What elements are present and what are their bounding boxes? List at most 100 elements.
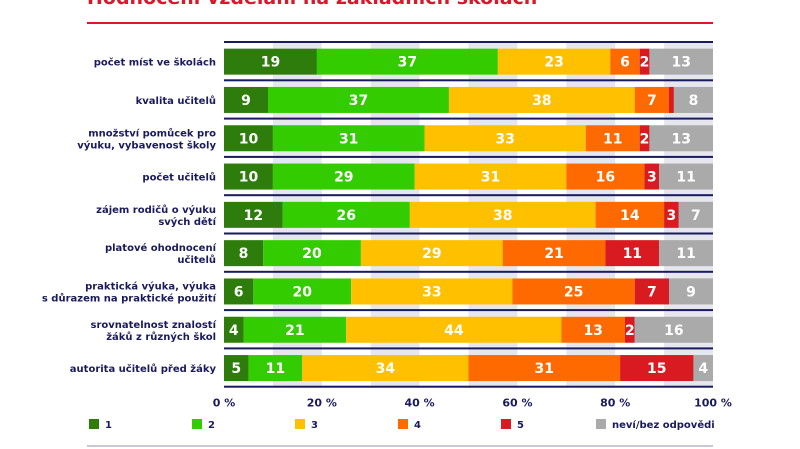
- bar-segment: [253, 278, 352, 305]
- legend-swatch: [596, 419, 606, 429]
- x-tick-label: 40 %: [405, 397, 435, 410]
- category-label: počet učitelů: [142, 171, 216, 184]
- bar-segment: [649, 48, 713, 75]
- data-label: 9: [241, 93, 251, 109]
- bar-segment: [585, 125, 640, 152]
- row-separator: [224, 117, 713, 120]
- bar-segment: [248, 355, 303, 382]
- data-label: 8: [689, 93, 699, 109]
- data-label: 9: [686, 284, 696, 300]
- data-label: 7: [691, 208, 701, 224]
- data-label: 2: [625, 323, 635, 339]
- data-label: 14: [620, 208, 640, 224]
- bar-segment: [668, 86, 674, 113]
- row-separator: [224, 155, 713, 158]
- bar-segment: [224, 316, 244, 343]
- legend-swatch: [501, 419, 511, 429]
- category-label: s důrazem na praktické použití: [42, 291, 217, 304]
- bar-segment: [678, 201, 713, 228]
- data-label: 19: [261, 55, 280, 71]
- bar-segment: [224, 240, 264, 267]
- data-label: 11: [676, 246, 695, 262]
- bar-segment: [566, 163, 645, 190]
- data-label: 29: [334, 170, 353, 186]
- bar-segment: [360, 240, 503, 267]
- row-separator: [224, 194, 713, 197]
- data-label: 44: [444, 323, 464, 339]
- bar-segment: [561, 316, 625, 343]
- data-label: 16: [664, 323, 683, 339]
- bar-segment: [224, 48, 317, 75]
- category-label: srovnatelnost znalostí: [91, 319, 217, 331]
- data-label: 38: [532, 93, 551, 109]
- data-label: 13: [583, 323, 602, 339]
- data-label: 26: [337, 208, 356, 224]
- chart-title: Hodnocení vzdělání na základních školách: [87, 0, 537, 9]
- row-separator: [224, 309, 713, 312]
- data-label: 20: [302, 246, 322, 262]
- category-label: autorita učitelů před žáky: [70, 362, 217, 375]
- row-separator: [224, 347, 713, 350]
- data-label: 2: [640, 131, 650, 147]
- data-label: 33: [495, 131, 514, 147]
- category-label: množství pomůcek pro: [88, 126, 216, 139]
- data-label: 25: [564, 284, 583, 300]
- x-tick-label: 80 %: [600, 397, 630, 410]
- bar-segment: [634, 86, 669, 113]
- legend-label: 4: [414, 420, 421, 431]
- bar-segment: [224, 163, 273, 190]
- bar-segment: [268, 86, 449, 113]
- bar-segment: [409, 201, 596, 228]
- bar-segment: [673, 86, 713, 113]
- bar-segment: [224, 125, 273, 152]
- category-label: počet míst ve školách: [94, 57, 216, 69]
- data-label: 13: [671, 55, 690, 71]
- data-label: 15: [647, 361, 666, 377]
- data-label: 11: [623, 246, 642, 262]
- category-label: kvalita učitelů: [136, 94, 216, 107]
- legend-swatch: [295, 419, 305, 429]
- bottom-divider: [87, 445, 713, 447]
- bar-segment: [424, 125, 586, 152]
- bar-segment: [224, 278, 254, 305]
- data-label: 11: [676, 170, 695, 186]
- bar-segment: [644, 163, 660, 190]
- data-label: 34: [376, 361, 396, 377]
- data-label: 7: [647, 284, 657, 300]
- data-label: 7: [647, 93, 657, 109]
- category-label: praktická výuka, výuka: [85, 280, 216, 292]
- category-label: platové ohodnocení: [105, 242, 217, 254]
- category-label: žáků z různých škol: [106, 330, 216, 343]
- bar-segment: [639, 48, 650, 75]
- data-label: 31: [481, 170, 500, 186]
- bar-segment: [664, 201, 679, 228]
- bar-segment: [302, 355, 469, 382]
- data-label: 37: [398, 55, 417, 71]
- bar-segment: [414, 163, 567, 190]
- bar-segment: [224, 86, 269, 113]
- data-label: 13: [671, 131, 690, 147]
- data-label: 33: [422, 284, 441, 300]
- bar-segment: [610, 48, 640, 75]
- x-tick-label: 100 %: [694, 397, 732, 410]
- bar-segment: [634, 316, 713, 343]
- data-label: 23: [544, 55, 563, 71]
- category-label: učitelů: [177, 253, 216, 266]
- bar-segment: [512, 278, 635, 305]
- row-separator: [224, 270, 713, 273]
- data-label: 38: [493, 208, 512, 224]
- data-label: 21: [544, 246, 563, 262]
- bar-segment: [316, 48, 498, 75]
- bar-segment: [346, 316, 562, 343]
- category-label: zájem rodičů o výuku: [96, 203, 216, 216]
- data-label: 37: [349, 93, 368, 109]
- data-label: 10: [239, 170, 259, 186]
- bar-segment: [668, 278, 713, 305]
- x-tick-label: 20 %: [307, 397, 337, 410]
- legend-label: 1: [105, 420, 112, 431]
- bar-segment: [272, 125, 425, 152]
- data-label: 31: [339, 131, 358, 147]
- bar-segment: [620, 355, 694, 382]
- bar-segment: [659, 240, 713, 267]
